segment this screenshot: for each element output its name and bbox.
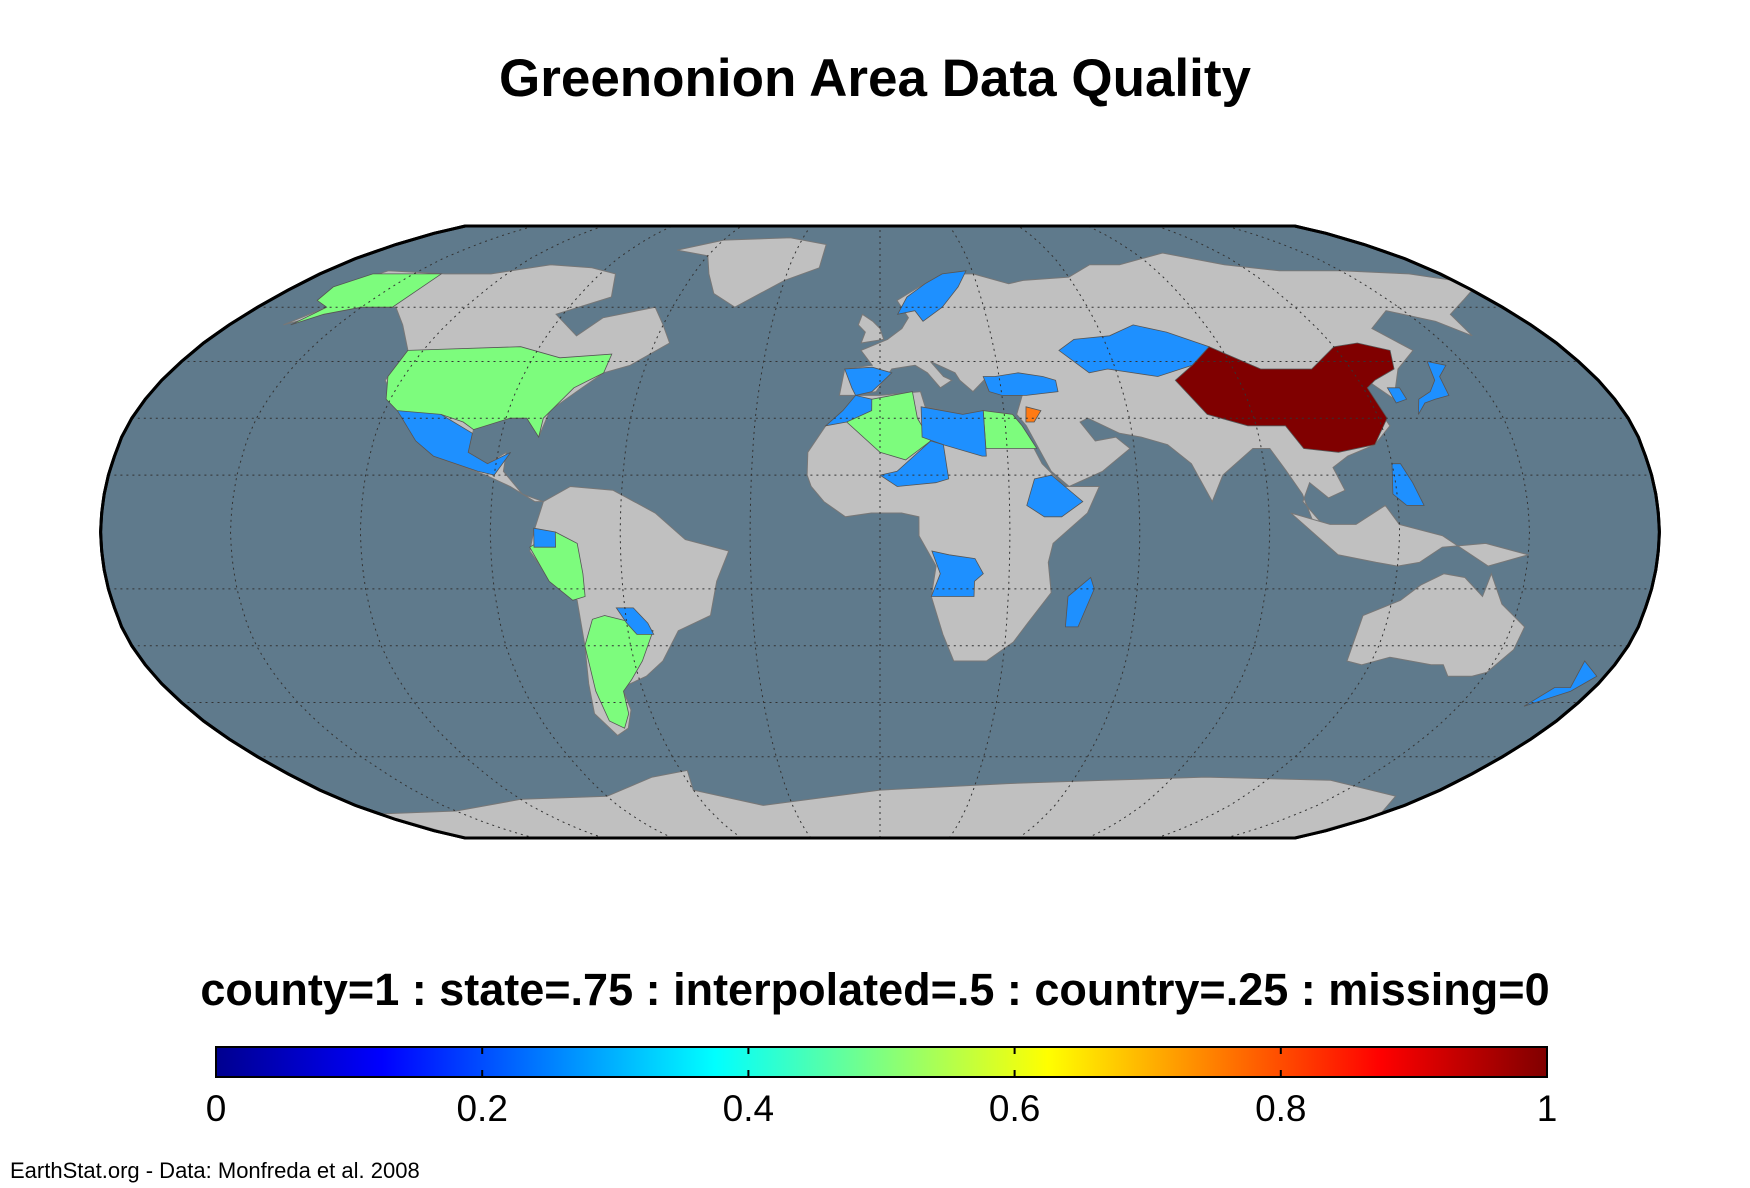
region-ecuador <box>533 527 557 548</box>
colorbar-tick-label: 0.2 <box>456 1088 508 1129</box>
landmass-australia <box>1346 572 1526 677</box>
colorbar-tick-label: 1 <box>1536 1088 1558 1129</box>
region-peru <box>529 531 586 601</box>
meridian-line <box>229 226 535 838</box>
legend-title: county=1 : state=.75 : interpolated=.5 :… <box>200 964 1550 1015</box>
landmass-indonesia <box>1290 504 1531 567</box>
colorbar-tick-label: 0.8 <box>1255 1088 1307 1129</box>
region-ethiopia <box>1026 474 1084 518</box>
region-alaska <box>290 273 443 326</box>
map-title: Greenonion Area Data Quality <box>499 49 1251 108</box>
region-argentina <box>584 615 654 729</box>
region-china <box>1174 342 1395 453</box>
colorbar-tick-label: 0.6 <box>988 1088 1041 1129</box>
region-new-zealand <box>1523 660 1598 707</box>
region-scandinavia <box>896 270 967 322</box>
colorbar-gradient <box>215 1046 1548 1078</box>
map-frame <box>99 224 1661 840</box>
region-turkey <box>982 372 1059 396</box>
landmass-eurasia <box>838 252 1473 529</box>
region-angola <box>930 550 984 597</box>
region-jordan <box>1025 406 1042 423</box>
world-map <box>99 224 1661 840</box>
region-madagascar <box>1064 576 1095 628</box>
region-mexico <box>396 410 512 476</box>
region-libya <box>920 406 987 457</box>
colorbar-tick-label: 0.4 <box>722 1088 775 1129</box>
region-morocco <box>824 394 873 427</box>
credit-text: EarthStat.org - Data: Monfreda et al. 20… <box>10 1158 420 1183</box>
meridian-line <box>1225 226 1531 838</box>
meridian-line <box>1087 226 1271 838</box>
region-japan <box>1418 360 1450 415</box>
meridian-line <box>489 226 673 838</box>
region-philippines <box>1391 463 1425 506</box>
graticule <box>108 226 1652 838</box>
landmass-uk <box>857 313 885 344</box>
region-kazakhstan <box>1058 324 1210 377</box>
region-south-korea <box>1386 387 1408 404</box>
colorbar-tick-label: 0 <box>205 1088 227 1129</box>
region-united-states <box>385 346 613 439</box>
